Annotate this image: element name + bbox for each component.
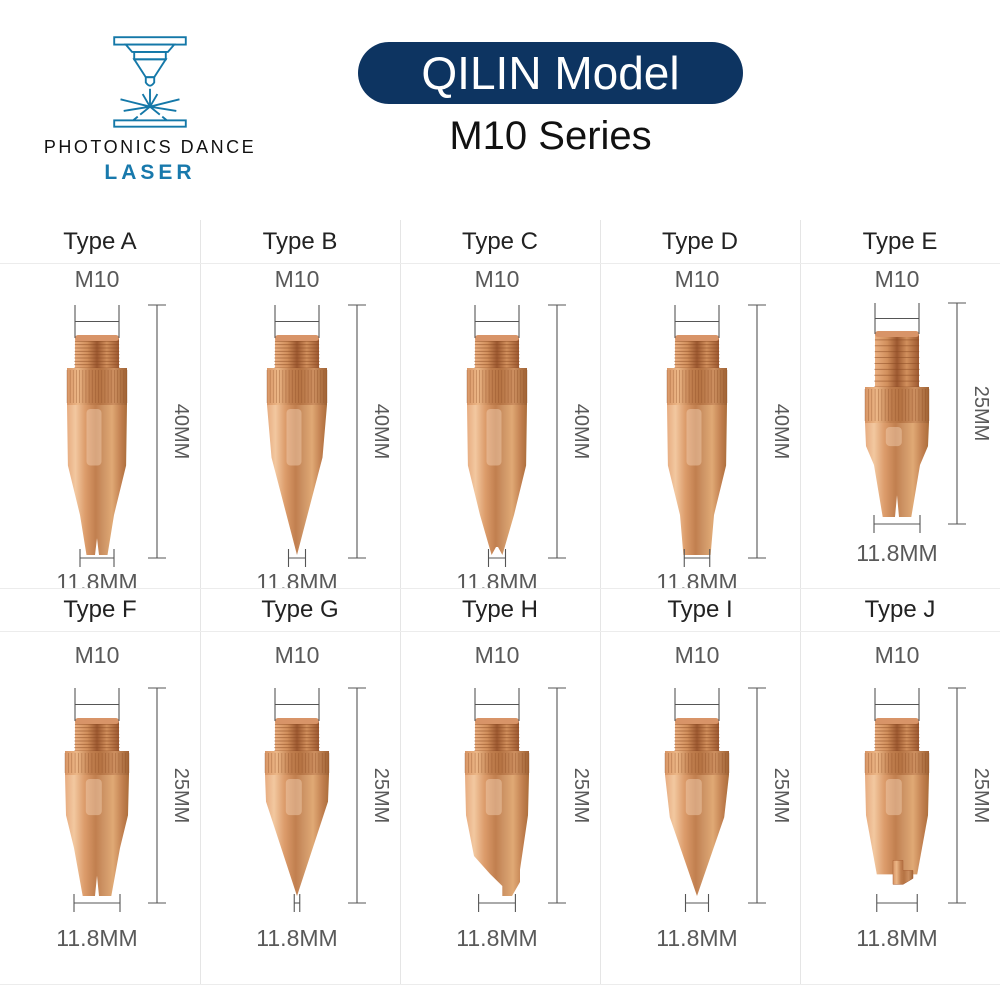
svg-text:11.8MM: 11.8MM bbox=[456, 569, 537, 588]
svg-text:M10: M10 bbox=[875, 266, 920, 292]
svg-text:25MM: 25MM bbox=[970, 768, 992, 824]
svg-text:11.8MM: 11.8MM bbox=[656, 569, 737, 588]
svg-text:11.8MM: 11.8MM bbox=[856, 540, 937, 566]
svg-text:11.8MM: 11.8MM bbox=[256, 569, 337, 588]
svg-text:25MM: 25MM bbox=[170, 768, 192, 824]
svg-text:11.8MM: 11.8MM bbox=[56, 569, 137, 588]
svg-text:M10: M10 bbox=[275, 642, 320, 668]
svg-text:25MM: 25MM bbox=[370, 768, 392, 824]
svg-text:M10: M10 bbox=[275, 266, 320, 292]
svg-text:25MM: 25MM bbox=[970, 386, 992, 442]
svg-text:40MM: 40MM bbox=[370, 404, 392, 460]
svg-text:M10: M10 bbox=[675, 266, 720, 292]
svg-text:40MM: 40MM bbox=[770, 404, 792, 460]
svg-text:M10: M10 bbox=[875, 642, 920, 668]
svg-text:11.8MM: 11.8MM bbox=[456, 925, 537, 951]
svg-text:M10: M10 bbox=[75, 642, 120, 668]
svg-text:11.8MM: 11.8MM bbox=[56, 925, 137, 951]
svg-text:M10: M10 bbox=[475, 266, 520, 292]
svg-text:40MM: 40MM bbox=[170, 404, 192, 460]
svg-text:M10: M10 bbox=[675, 642, 720, 668]
svg-text:11.8MM: 11.8MM bbox=[656, 925, 737, 951]
svg-text:11.8MM: 11.8MM bbox=[256, 925, 337, 951]
svg-text:M10: M10 bbox=[475, 642, 520, 668]
svg-text:11.8MM: 11.8MM bbox=[856, 925, 937, 951]
svg-text:25MM: 25MM bbox=[770, 768, 792, 824]
svg-text:40MM: 40MM bbox=[570, 404, 592, 460]
svg-text:M10: M10 bbox=[75, 266, 120, 292]
svg-text:25MM: 25MM bbox=[570, 768, 592, 824]
